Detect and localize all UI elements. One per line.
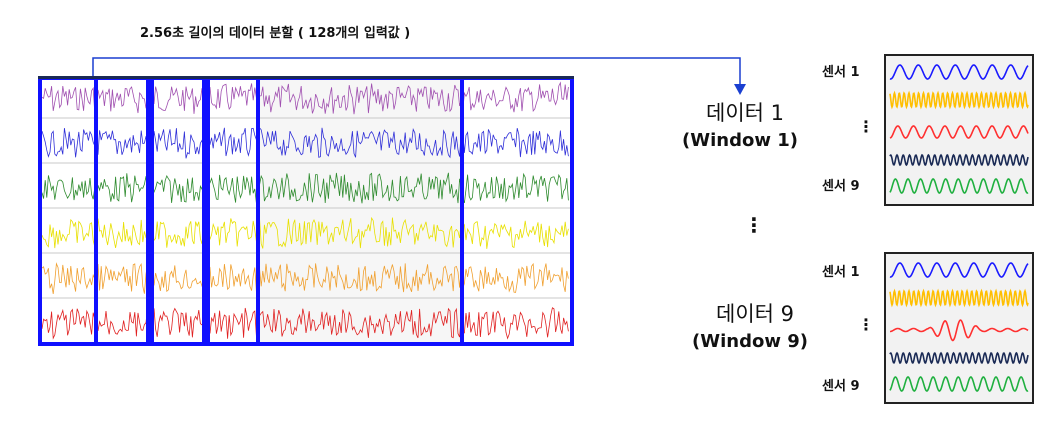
panel-top-border bbox=[38, 76, 574, 79]
window1-subtitle: (Window 1) bbox=[682, 130, 798, 151]
sensor-wave-1 bbox=[889, 262, 1029, 278]
sensor-wave-5 bbox=[889, 376, 1029, 392]
sensor-wave-5 bbox=[889, 178, 1029, 194]
sensor-wave-1 bbox=[889, 64, 1029, 80]
channel-signal-4 bbox=[41, 216, 569, 249]
channel-signal-5 bbox=[41, 262, 569, 294]
diagram-caption: 2.56초 길이의 데이터 분할 ( 128개의 입력값 ) bbox=[140, 26, 411, 41]
channel-signal-2 bbox=[41, 126, 569, 159]
window9-sensor-box bbox=[884, 252, 1034, 404]
window1-sensor-box bbox=[884, 54, 1034, 206]
window1-sensor-dots: ⋮ bbox=[858, 117, 874, 136]
sensor-wave-3 bbox=[890, 319, 1029, 342]
window9-sensor-dots: ⋮ bbox=[858, 315, 874, 334]
channel-signal-6 bbox=[41, 307, 569, 340]
window9-sensor-first-label: 센서 1 bbox=[822, 265, 860, 280]
sensor-wave-3 bbox=[889, 125, 1029, 139]
window9-title: 데이터 9 bbox=[716, 302, 794, 326]
signal-panel bbox=[38, 76, 574, 346]
window1-sensor-last-label: 센서 9 bbox=[822, 179, 860, 194]
between-dots: ⋮ bbox=[744, 213, 764, 237]
sensor-wave-2 bbox=[889, 288, 1029, 308]
channel-signal-3 bbox=[41, 172, 569, 204]
window1-sensor-first-label: 센서 1 bbox=[822, 65, 860, 80]
window9-subtitle: (Window 9) bbox=[692, 331, 808, 352]
sensor-wave-4 bbox=[889, 351, 1029, 365]
panel-shade bbox=[260, 76, 460, 346]
window9-sensor-last-label: 센서 9 bbox=[822, 379, 860, 394]
channel-signal-1 bbox=[41, 81, 569, 115]
window1-title: 데이터 1 bbox=[706, 101, 784, 125]
sensor-wave-4 bbox=[889, 153, 1029, 167]
sensor-wave-2 bbox=[889, 90, 1029, 110]
